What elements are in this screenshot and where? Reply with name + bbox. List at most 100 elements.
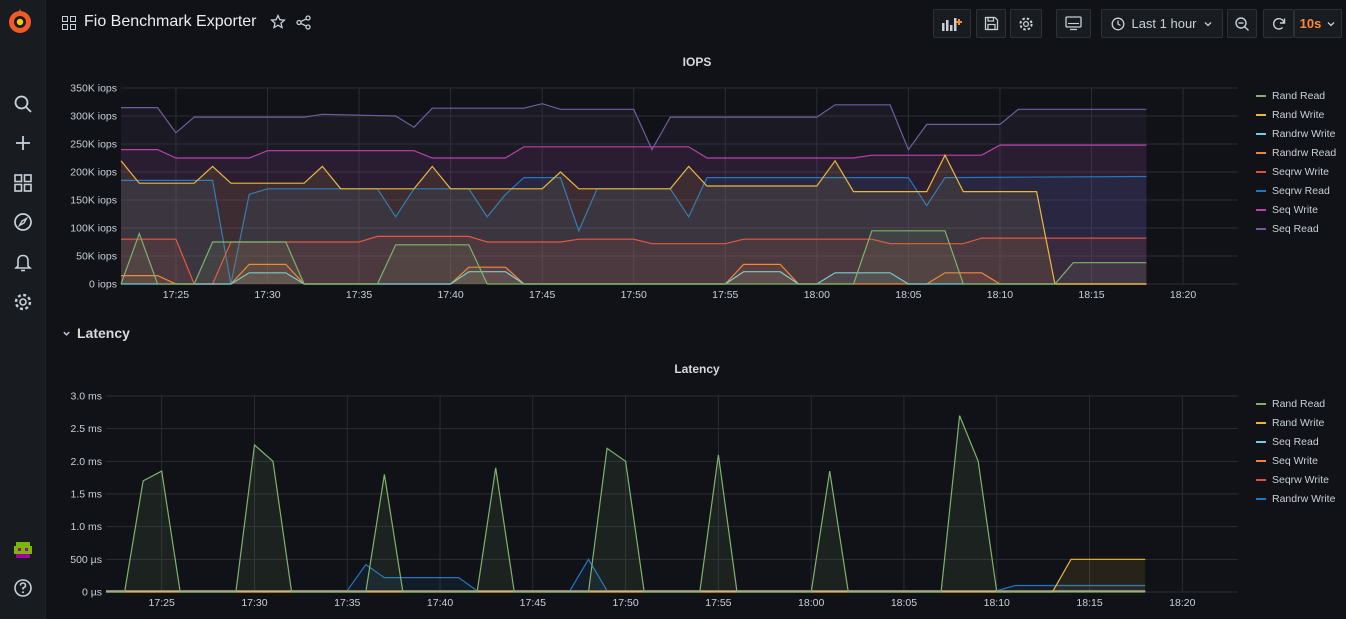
grafana-logo[interactable] (5, 7, 35, 37)
legend-label: Randrw Read (1272, 146, 1337, 159)
zoom-out-button[interactable] (1227, 9, 1257, 38)
legend-label: Seq Write (1272, 203, 1318, 216)
series-line-seqrw-read[interactable] (121, 175, 1147, 285)
x-tick-label: 18:10 (987, 289, 1013, 301)
dashboards-icon[interactable] (0, 168, 46, 198)
legend-item[interactable]: Seqrw Write (1256, 470, 1335, 489)
legend-item[interactable]: Seqrw Write (1256, 162, 1336, 181)
search-icon[interactable] (0, 89, 46, 119)
latency-row-header[interactable]: Latency (62, 325, 130, 341)
iops-panel: IOPS 0 iops 50K iops 100K iops 150K iops 200… (54, 50, 1340, 315)
time-picker-button[interactable]: Last 1 hour (1101, 9, 1223, 38)
explore-icon[interactable] (0, 207, 46, 237)
legend-item[interactable]: Seq Write (1256, 451, 1335, 470)
x-tick-label: 17:55 (705, 597, 731, 609)
refresh-interval-label: 10s (1299, 16, 1322, 31)
chevron-down-icon (63, 331, 70, 336)
x-tick-label: 18:20 (1169, 597, 1195, 609)
x-tick-label: 17:35 (346, 289, 372, 301)
y-tick-label: 50K iops (76, 251, 117, 263)
legend-item[interactable]: Seq Read (1256, 219, 1336, 238)
chevron-down-icon (1327, 21, 1335, 26)
series-line-seqrw-write[interactable] (121, 235, 1147, 285)
row-title: Latency (77, 325, 130, 341)
legend-item[interactable]: Randrw Write (1256, 124, 1336, 143)
legend-item[interactable]: Rand Read (1256, 86, 1336, 105)
x-tick-label: 18:00 (804, 289, 830, 301)
x-tick-label: 17:45 (529, 289, 555, 301)
legend-swatch (1256, 170, 1266, 173)
y-tick-label: 500 µs (70, 554, 102, 566)
legend-item[interactable]: Rand Write (1256, 413, 1335, 432)
legend-item[interactable]: Seq Read (1256, 432, 1335, 451)
sidebar (0, 0, 46, 619)
x-tick-label: 17:40 (437, 289, 463, 301)
x-tick-label: 17:55 (712, 289, 738, 301)
y-tick-label: 200K iops (70, 167, 117, 179)
refresh-interval-picker[interactable]: 10s (1294, 9, 1342, 38)
legend-label: Rand Read (1272, 397, 1326, 410)
add-panel-button[interactable] (933, 9, 971, 38)
series-line-rand-write[interactable] (120, 153, 1147, 285)
series-line-randrw-read[interactable] (121, 263, 1147, 285)
share-icon[interactable] (296, 15, 311, 35)
latency-panel: Latency 0 µs 500 µs 1.0 ms 1.5 ms 2.0 ms 2.5 … (54, 356, 1340, 619)
alerting-icon[interactable] (0, 247, 46, 277)
panel-title[interactable]: Latency (674, 362, 720, 376)
legend-item[interactable]: Rand Read (1256, 394, 1335, 413)
legend-item[interactable]: Seqrw Read (1256, 181, 1336, 200)
iops-chart[interactable]: 0 iops 50K iops 100K iops 150K iops 200K iop… (54, 50, 1254, 315)
x-tick-label: 17:25 (163, 289, 189, 301)
settings-icon[interactable] (0, 287, 46, 317)
series-area-rand-read (106, 415, 1146, 592)
tv-mode-button[interactable] (1056, 9, 1091, 38)
series-area-seq-read (121, 103, 1147, 284)
panel-title[interactable]: IOPS (682, 55, 712, 69)
plus-icon[interactable] (0, 128, 46, 158)
series-area-randrw-write (121, 271, 1147, 284)
y-tick-label: 100K iops (70, 223, 117, 235)
legend-label: Rand Write (1272, 108, 1325, 121)
x-tick-label: 17:30 (241, 597, 267, 609)
y-tick-label: 1.0 ms (70, 521, 102, 533)
x-tick-label: 18:10 (984, 597, 1010, 609)
legend-swatch (1256, 151, 1266, 154)
refresh-button[interactable] (1263, 9, 1294, 38)
series-line-seq-write[interactable] (121, 144, 1147, 159)
x-tick-label: 18:05 (891, 597, 917, 609)
dashboard-settings-button[interactable] (1010, 9, 1042, 38)
legend-label: Seqrw Read (1272, 184, 1330, 197)
y-tick-label: 350K iops (70, 83, 117, 95)
help-icon[interactable] (0, 573, 46, 603)
chevron-down-icon (1204, 21, 1211, 26)
legend-item[interactable]: Seq Write (1256, 200, 1336, 219)
series-area-rand-read (121, 230, 1147, 284)
x-tick-label: 17:45 (520, 597, 546, 609)
save-dashboard-button[interactable] (976, 9, 1006, 38)
legend-item[interactable]: Randrw Write (1256, 489, 1335, 508)
legend-item[interactable]: Randrw Read (1256, 143, 1336, 162)
star-icon[interactable] (270, 13, 286, 35)
x-tick-label: 17:50 (621, 289, 647, 301)
x-tick-label: 17:30 (254, 289, 280, 301)
series-line-rand-read[interactable] (106, 415, 1146, 593)
legend-swatch (1256, 497, 1266, 500)
avatar[interactable] (0, 535, 46, 565)
latency-chart[interactable]: 0 µs 500 µs 1.0 ms 1.5 ms 2.0 ms 2.5 ms 3.0 ms… (54, 356, 1254, 619)
legend-label: Seq Write (1272, 454, 1318, 467)
clock-icon (1112, 17, 1125, 30)
dashboard-title[interactable]: Fio Benchmark Exporter (84, 13, 257, 30)
legend-label: Rand Write (1272, 416, 1325, 429)
legend-swatch (1256, 132, 1266, 135)
series-line-rand-read[interactable] (120, 230, 1147, 285)
series-area-seqrw-write (121, 236, 1147, 284)
series-line-seq-read[interactable] (121, 103, 1147, 151)
y-tick-label: 2.5 ms (70, 423, 102, 435)
dashboard-grid-icon (62, 16, 76, 35)
legend-item[interactable]: Rand Write (1256, 105, 1336, 124)
x-tick-label: 18:05 (895, 289, 921, 301)
legend-swatch (1256, 189, 1266, 192)
x-tick-label: 18:15 (1078, 289, 1104, 301)
x-tick-label: 17:50 (612, 597, 638, 609)
legend-swatch (1256, 478, 1266, 481)
